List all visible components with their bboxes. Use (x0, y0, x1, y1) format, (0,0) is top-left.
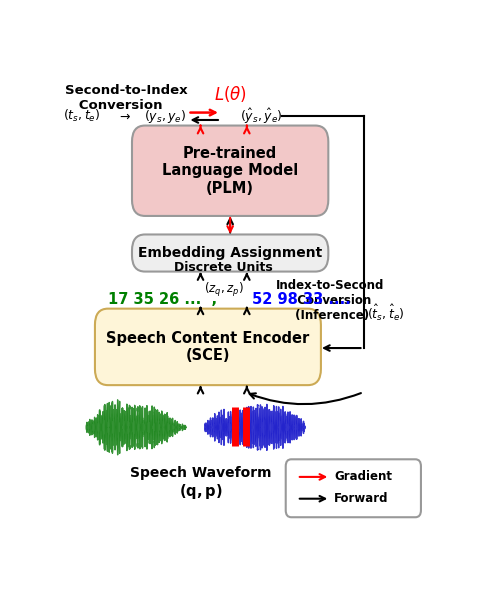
Text: $(z_q, z_p)$: $(z_q, z_p)$ (204, 281, 243, 299)
Text: $(y_s, y_e)$: $(y_s, y_e)$ (144, 108, 186, 125)
Text: $\mathbf{(q, p)}$: $\mathbf{(q, p)}$ (179, 482, 222, 501)
Text: $\rightarrow$: $\rightarrow$ (118, 110, 132, 123)
Text: Pre-trained
Language Model
(PLM): Pre-trained Language Model (PLM) (162, 146, 298, 196)
FancyBboxPatch shape (132, 235, 328, 272)
FancyBboxPatch shape (132, 126, 328, 216)
Text: 52 98 33 ....: 52 98 33 .... (252, 292, 351, 307)
Text: Discrete Units: Discrete Units (174, 261, 273, 274)
Text: $(\hat{t}_s, \hat{t}_e)$: $(\hat{t}_s, \hat{t}_e)$ (367, 303, 405, 323)
Text: Index-to-Second
  Conversion
 (Inference): Index-to-Second Conversion (Inference) (276, 279, 384, 321)
FancyBboxPatch shape (95, 309, 321, 385)
Text: Speech Waveform: Speech Waveform (130, 466, 272, 480)
Text: 17 35 26 ...  ,: 17 35 26 ... , (108, 292, 222, 307)
Text: Embedding Assignment: Embedding Assignment (138, 246, 322, 260)
Text: Gradient: Gradient (334, 470, 392, 483)
Text: Forward: Forward (334, 492, 389, 505)
FancyBboxPatch shape (286, 459, 421, 517)
Text: $L(\theta)$: $L(\theta)$ (214, 84, 247, 104)
Text: Second-to-Index
   Conversion: Second-to-Index Conversion (65, 84, 188, 112)
Text: $(\hat{y}_s, \hat{y}_e)$: $(\hat{y}_s, \hat{y}_e)$ (240, 107, 283, 126)
Text: Speech Content Encoder
(SCE): Speech Content Encoder (SCE) (106, 330, 310, 363)
Text: $(t_s, t_e)$: $(t_s, t_e)$ (64, 108, 101, 125)
